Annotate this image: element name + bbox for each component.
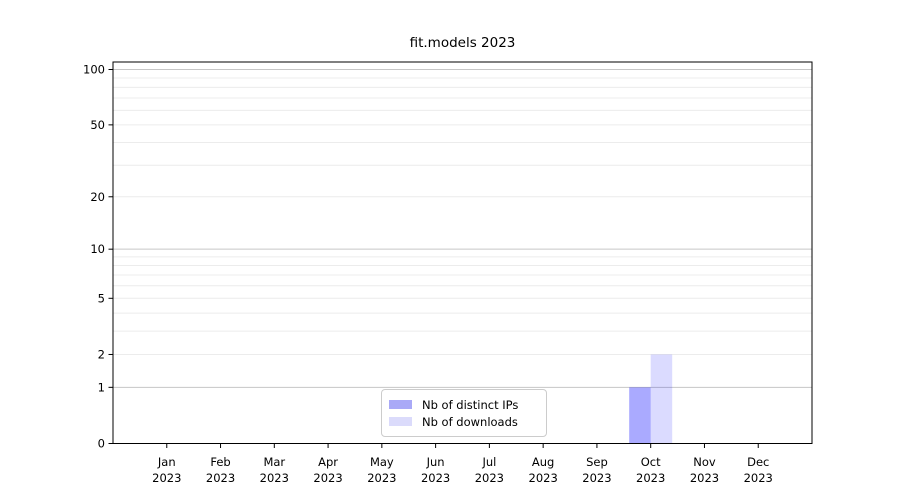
y-tick-label-1: 1: [98, 380, 105, 394]
legend-box: Nb of distinct IPs Nb of downloads: [381, 389, 547, 437]
x-tick-label-month-aug: Aug: [532, 455, 554, 469]
legend-swatch-distinct-ips: [389, 400, 412, 409]
x-tick-label-year-mar: 2023: [260, 471, 289, 485]
plot-spines: [112, 61, 813, 444]
x-tick-label-month-nov: Nov: [693, 455, 716, 469]
x-tick-label-year-nov: 2023: [690, 471, 719, 485]
x-tick-label-month-feb: Feb: [210, 455, 230, 469]
x-tick-label-month-dec: Dec: [747, 455, 769, 469]
x-tick-label-year-jul: 2023: [475, 471, 504, 485]
x-tick-label-year-jun: 2023: [421, 471, 450, 485]
x-tick-label-year-apr: 2023: [313, 471, 342, 485]
y-tick-label-0: 0: [98, 437, 105, 451]
x-tick-label-year-sep: 2023: [582, 471, 611, 485]
x-tick-label-month-jan: Jan: [157, 455, 176, 469]
x-tick-label-year-oct: 2023: [636, 471, 665, 485]
x-tick-label-month-jun: Jun: [426, 455, 445, 469]
bar-oct-downloads: [650, 354, 673, 444]
chart-title: fit.models 2023: [409, 35, 516, 51]
x-tick-label-month-oct: Oct: [641, 455, 661, 469]
x-tick-label-month-may: May: [370, 455, 394, 469]
x-tick-label-year-aug: 2023: [529, 471, 558, 485]
legend-item-downloads: Nb of downloads: [389, 413, 538, 430]
x-tick-label-year-dec: 2023: [744, 471, 773, 485]
legend-label-downloads: Nb of downloads: [422, 414, 518, 429]
legend-item-distinct-ips: Nb of distinct IPs: [389, 396, 538, 413]
x-tick-label-year-feb: 2023: [206, 471, 235, 485]
y-tick-label-5: 5: [98, 291, 105, 305]
x-tick-label-month-sep: Sep: [586, 455, 608, 469]
y-tick-label-10: 10: [90, 242, 105, 256]
x-tick-label-month-jul: Jul: [481, 455, 496, 469]
x-tick-label-month-mar: Mar: [263, 455, 285, 469]
bar-oct-distinct-ips: [629, 387, 651, 444]
y-tick-label-2: 2: [98, 347, 105, 361]
legend-label-distinct-ips: Nb of distinct IPs: [422, 397, 519, 412]
legend-swatch-downloads: [389, 417, 412, 426]
y-tick-label-50: 50: [90, 118, 105, 132]
x-tick-label-month-apr: Apr: [318, 455, 338, 469]
x-tick-label-year-jan: 2023: [152, 471, 181, 485]
x-tick-label-year-may: 2023: [367, 471, 396, 485]
y-tick-label-20: 20: [90, 190, 105, 204]
y-tick-label-100: 100: [83, 62, 105, 76]
